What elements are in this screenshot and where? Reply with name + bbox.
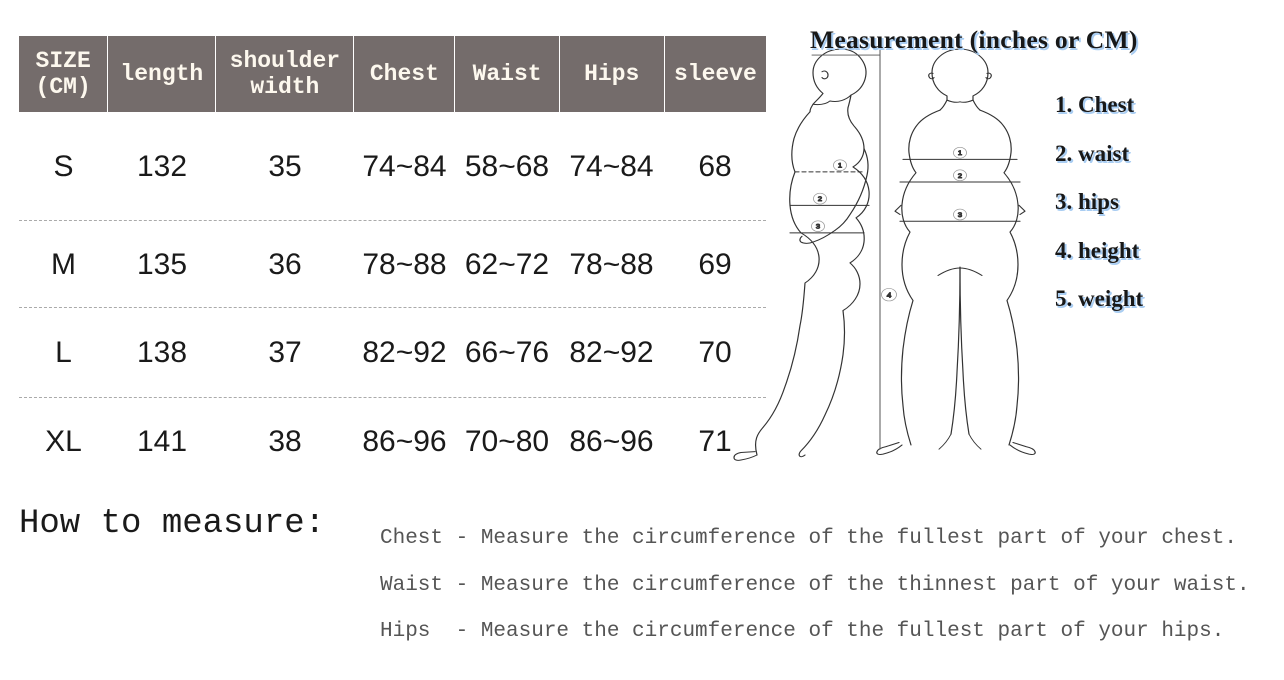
svg-text:1: 1 <box>958 151 962 157</box>
svg-text:2: 2 <box>958 173 962 179</box>
svg-text:3: 3 <box>958 212 962 218</box>
svg-text:3: 3 <box>816 224 820 230</box>
svg-text:2: 2 <box>818 197 822 203</box>
svg-text:1: 1 <box>838 163 842 169</box>
